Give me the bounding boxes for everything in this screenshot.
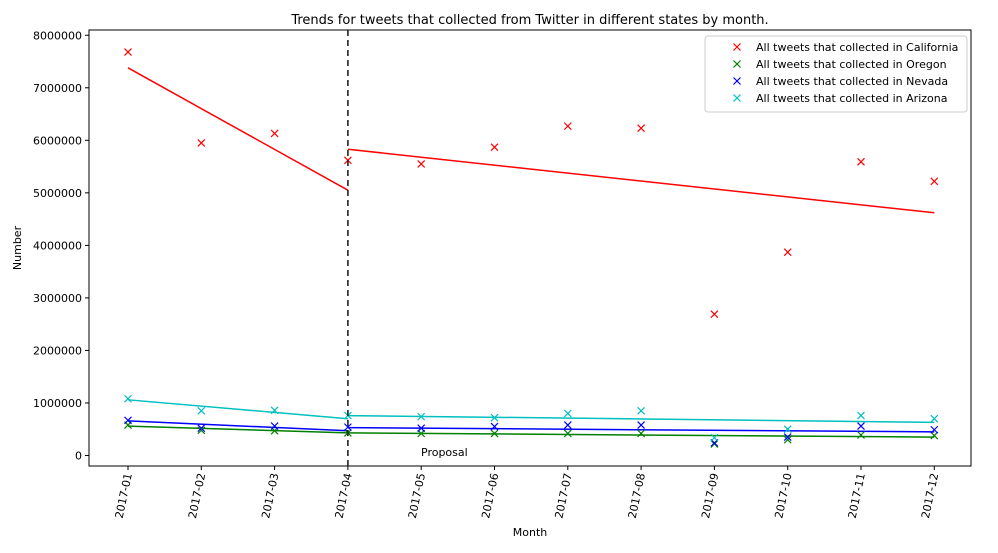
- data-point-marker: [270, 422, 279, 431]
- x-tick-label: 2017-09: [699, 472, 721, 520]
- y-tick-label: 6000000: [33, 134, 82, 147]
- data-point-marker: [124, 394, 132, 403]
- data-point-marker: [930, 425, 939, 434]
- data-point-marker: [783, 435, 792, 444]
- data-point-marker: [197, 406, 206, 415]
- x-tick-label: 2017-01: [113, 472, 135, 520]
- data-point-marker: [417, 424, 426, 433]
- legend: All tweets that collected in California A…: [704, 35, 968, 113]
- data-point-marker: [930, 414, 939, 423]
- y-tick-label: 5000000: [33, 187, 82, 200]
- data-point-marker: [490, 422, 499, 431]
- data-point-marker: [197, 424, 206, 433]
- trend-line-pre: [127, 420, 348, 432]
- data-point-marker: [857, 157, 865, 166]
- trend-line-pre: [127, 67, 349, 191]
- x-axis: 2017-01 2017-02 2017-03 2017-04 2017-05 2017-…: [113, 466, 941, 520]
- data-point-marker: [343, 423, 352, 432]
- data-point-marker: [783, 433, 792, 442]
- trend-line-post: [347, 432, 935, 438]
- data-point-marker: [637, 429, 646, 438]
- data-point-marker: [783, 248, 792, 257]
- data-point-marker: [930, 431, 939, 440]
- data-point-marker: [857, 422, 865, 431]
- data-point-marker: [563, 421, 572, 429]
- x-tick-label: 2017-04: [333, 472, 355, 520]
- data-point-marker: [710, 310, 719, 319]
- trend-lines: [127, 67, 935, 438]
- legend-label: All tweets that collected in Nevada: [756, 75, 948, 88]
- trend-line-post: [347, 148, 935, 214]
- y-tick-label: 0: [75, 449, 82, 462]
- data-point-marker: [417, 412, 426, 421]
- data-point-marker: [783, 425, 792, 434]
- trend-line-pre: [127, 425, 348, 434]
- x-tick-label: 2017-02: [186, 472, 208, 520]
- trend-line-pre: [127, 399, 348, 420]
- x-tick-label: 2017-05: [406, 472, 428, 520]
- data-point-marker: [563, 429, 572, 438]
- data-point-marker: [857, 431, 865, 439]
- legend-label: All tweets that collected in Oregon: [756, 58, 947, 71]
- y-tick-label: 2000000: [33, 344, 82, 357]
- y-tick-label: 8000000: [33, 29, 82, 42]
- data-point-marker: [710, 433, 719, 442]
- proposal-annotation: Proposal: [421, 446, 468, 459]
- legend-box: [704, 35, 968, 113]
- legend-entry: All tweets that collected in Arizona: [733, 92, 947, 105]
- x-axis-title: Month: [513, 526, 548, 539]
- x-tick-label: 2017-10: [772, 472, 794, 520]
- data-point-marker: [124, 48, 132, 56]
- x-tick-label: 2017-07: [552, 472, 574, 520]
- data-point-marker: [637, 406, 646, 415]
- legend-label: All tweets that collected in Arizona: [756, 92, 947, 105]
- data-point-marker: [563, 122, 572, 131]
- data-point-marker: [490, 429, 499, 438]
- y-tick-label: 3000000: [33, 292, 82, 305]
- legend-entry: All tweets that collected in Nevada: [733, 75, 948, 88]
- data-point-marker: [563, 409, 572, 418]
- data-point-marker: [930, 177, 939, 186]
- data-point-marker: [417, 160, 426, 168]
- legend-entry: All tweets that collected in California: [733, 41, 958, 54]
- data-point-marker: [490, 143, 499, 152]
- y-axis-title: Number: [11, 225, 24, 270]
- data-point-marker: [197, 426, 206, 435]
- data-point-marker: [197, 139, 206, 147]
- x-tick-label: 2017-12: [919, 472, 941, 520]
- trend-line-post: [347, 414, 935, 424]
- y-tick-label: 1000000: [33, 397, 82, 410]
- data-point-marker: [490, 413, 499, 422]
- y-tick-label: 4000000: [33, 239, 82, 252]
- data-point-marker: [857, 411, 865, 420]
- x-tick-label: 2017-06: [479, 472, 501, 520]
- x-tick-label: 2017-11: [846, 472, 868, 520]
- chart-title: Trends for tweets that collected from Tw…: [290, 13, 768, 28]
- plot-frame: [88, 29, 972, 467]
- legend-label: All tweets that collected in California: [756, 41, 958, 54]
- data-point-marker: [270, 406, 279, 415]
- data-point-marker: [270, 129, 279, 138]
- data-markers: [124, 48, 939, 448]
- y-axis: 0 1000000 2000000 3000000 4000000 5000000 6000…: [33, 29, 89, 462]
- x-tick-label: 2017-08: [626, 472, 648, 520]
- data-point-marker: [637, 124, 646, 133]
- y-tick-label: 7000000: [33, 82, 82, 95]
- legend-entry: All tweets that collected in Oregon: [733, 58, 947, 71]
- data-point-marker: [637, 421, 646, 429]
- data-point-marker: [124, 416, 132, 425]
- trend-line-post: [347, 426, 935, 433]
- x-tick-label: 2017-03: [259, 472, 281, 520]
- data-point-marker: [710, 440, 719, 448]
